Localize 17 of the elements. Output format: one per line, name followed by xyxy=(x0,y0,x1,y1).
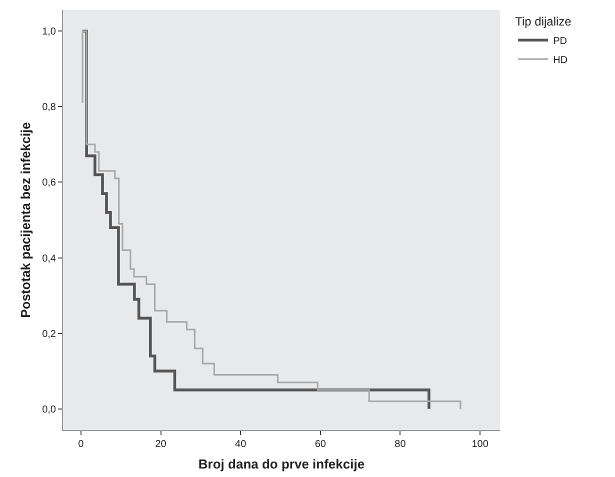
y-tick-label: 1,0 xyxy=(42,26,56,38)
x-tick-label: 60 xyxy=(314,439,326,450)
x-axis-title: Broj dana do prve infekcije xyxy=(198,456,365,472)
y-tick-label: 0,6 xyxy=(42,178,56,189)
y-tick-label: 0,8 xyxy=(42,102,56,114)
legend-label: PD xyxy=(553,36,568,47)
y-tick-label: 0,0 xyxy=(42,404,56,416)
x-tick-label: 100 xyxy=(472,439,489,450)
legend-label: HD xyxy=(553,55,568,66)
x-tick-label: 80 xyxy=(394,439,406,450)
x-tick-label: 20 xyxy=(155,439,167,450)
y-tick-label: 0,2 xyxy=(42,328,56,340)
y-axis-title: Postotak pacijenta bez infekcije xyxy=(18,122,34,318)
x-tick-label: 40 xyxy=(235,439,247,450)
legend-title: Tip dijalize xyxy=(515,14,572,29)
x-tick-label: 0 xyxy=(78,439,84,450)
y-tick-label: 0,4 xyxy=(42,253,56,264)
